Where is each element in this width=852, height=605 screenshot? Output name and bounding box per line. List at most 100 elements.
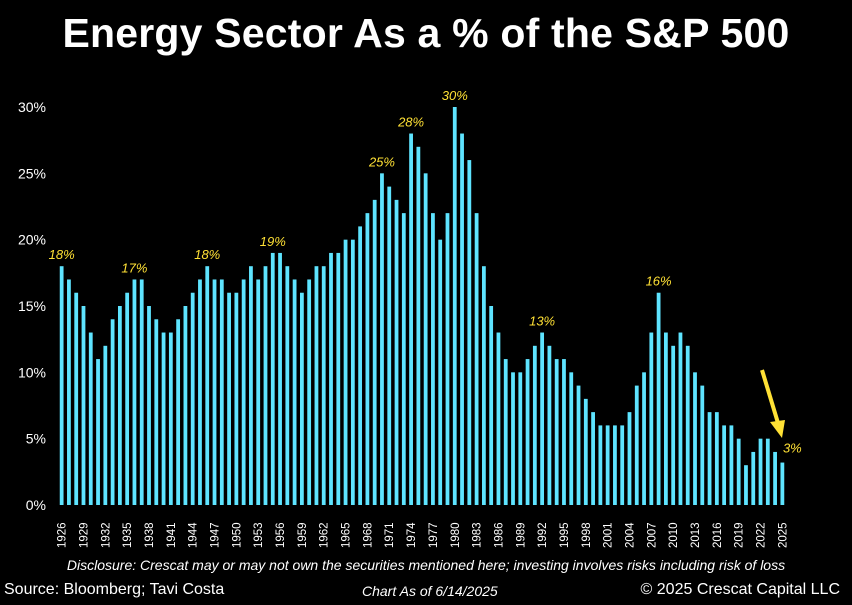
bar-1941 <box>168 332 173 505</box>
bar-1968 <box>365 213 370 505</box>
bar-1929 <box>81 306 86 505</box>
x-tick-label: 1977 <box>428 522 440 548</box>
bar-2009 <box>663 332 668 505</box>
bar-2022 <box>758 438 763 505</box>
x-tick-label: 1932 <box>100 522 112 548</box>
bar-1965 <box>343 239 348 506</box>
chart-title: Energy Sector As a % of the S&P 500 <box>62 10 790 56</box>
bar-1983 <box>474 213 479 505</box>
bar-1985 <box>489 306 494 505</box>
bar-1944 <box>190 292 195 505</box>
bar-1967 <box>358 226 363 505</box>
bar-1973 <box>401 213 406 505</box>
bar-1939 <box>154 319 159 505</box>
x-tick-label: 2004 <box>624 522 636 548</box>
bar-2020 <box>744 465 748 505</box>
bar-2010 <box>671 345 676 505</box>
bar-1956 <box>278 252 282 505</box>
bar-1963 <box>329 252 333 505</box>
bar-1937 <box>139 279 144 505</box>
x-tick-label: 1947 <box>210 522 222 548</box>
bar-1945 <box>198 279 202 505</box>
bar-1979 <box>445 213 450 505</box>
x-tick-label: 1989 <box>515 522 527 548</box>
bar-1950 <box>234 292 239 505</box>
bar-1978 <box>438 239 443 506</box>
x-tick-label: 1986 <box>493 522 505 548</box>
bar-1935 <box>125 292 130 505</box>
x-tick-label: 1965 <box>341 522 353 548</box>
bar-1955 <box>270 252 275 505</box>
bar-1995 <box>562 359 566 505</box>
bar-1984 <box>481 266 486 505</box>
bar-chart: 0% 5% 10% 15% 20% 25% 30% 1926 1929 1932 1935 1938… <box>18 88 802 548</box>
bar-1952 <box>249 266 253 505</box>
bar-1958 <box>292 279 297 505</box>
bar-1936 <box>132 279 137 505</box>
bar-1991 <box>532 345 537 505</box>
bar-1943 <box>183 306 188 505</box>
peak-label: 18% <box>49 247 75 262</box>
bar-2024 <box>773 451 777 505</box>
bar-2021 <box>751 451 756 505</box>
bar-1957 <box>285 266 290 505</box>
bar-1942 <box>176 319 181 505</box>
bar-1934 <box>117 306 122 505</box>
bar-2002 <box>613 425 617 505</box>
bar-1989 <box>518 372 523 505</box>
bar-1931 <box>96 359 100 505</box>
bar-1947 <box>212 279 217 505</box>
as-of-date: Chart As of 6/14/2025 <box>362 583 498 599</box>
bar-2015 <box>707 412 712 505</box>
x-tick-label: 1938 <box>144 522 156 548</box>
bar-2019 <box>736 438 741 505</box>
x-tick-label: 2022 <box>756 522 768 548</box>
bar-1940 <box>161 332 166 505</box>
bar-1962 <box>321 266 326 505</box>
bar-2013 <box>693 372 697 505</box>
bar-2003 <box>620 425 625 505</box>
bar-1932 <box>103 345 108 505</box>
bar-1930 <box>88 332 93 505</box>
bar-2023 <box>765 438 770 505</box>
bar-1954 <box>263 266 268 505</box>
bar-2014 <box>700 385 705 505</box>
peak-label: 28% <box>397 115 424 130</box>
bar-1969 <box>372 199 377 505</box>
y-tick-label: 15% <box>18 298 46 314</box>
peak-label: 25% <box>368 154 395 169</box>
x-tick-label: 2010 <box>668 522 680 548</box>
peak-annotations: 18% 17% 18% 19% 25% 28% 30% 13% 16% 3% <box>49 88 802 456</box>
bar-1974 <box>409 133 413 505</box>
bar-1977 <box>431 213 435 505</box>
bar-series <box>59 107 785 506</box>
bar-1953 <box>256 279 261 505</box>
x-tick-label: 1941 <box>166 522 178 548</box>
x-tick-label: 1956 <box>275 522 287 548</box>
x-tick-label: 1929 <box>78 522 90 548</box>
bar-1975 <box>416 146 421 506</box>
source-text: Source: Bloomberg; Tavi Costa <box>4 581 225 598</box>
peak-label: 30% <box>442 88 468 103</box>
x-axis: 1926 1929 1932 1935 1938 1941 1944 1947 1950 1953… <box>57 522 790 548</box>
x-tick-label: 1971 <box>384 522 396 548</box>
peak-label: 13% <box>529 314 555 329</box>
bar-1949 <box>227 292 231 505</box>
x-tick-label: 1998 <box>581 522 593 548</box>
bar-1997 <box>576 385 581 505</box>
bar-1990 <box>525 359 530 505</box>
y-tick-label: 5% <box>26 431 46 447</box>
bar-1982 <box>467 160 472 505</box>
y-tick-label: 25% <box>18 165 46 181</box>
x-tick-label: 2001 <box>603 522 615 548</box>
bar-1928 <box>74 292 79 505</box>
x-tick-label: 1983 <box>472 522 484 548</box>
arrow-icon <box>760 369 785 438</box>
bar-2004 <box>627 412 632 505</box>
copyright-text: © 2025 Crescat Capital LLC <box>640 581 840 598</box>
x-tick-label: 2019 <box>734 522 746 548</box>
bar-2006 <box>642 372 646 505</box>
y-tick-label: 10% <box>18 364 46 380</box>
bar-1946 <box>205 266 210 505</box>
bar-1998 <box>583 398 588 505</box>
